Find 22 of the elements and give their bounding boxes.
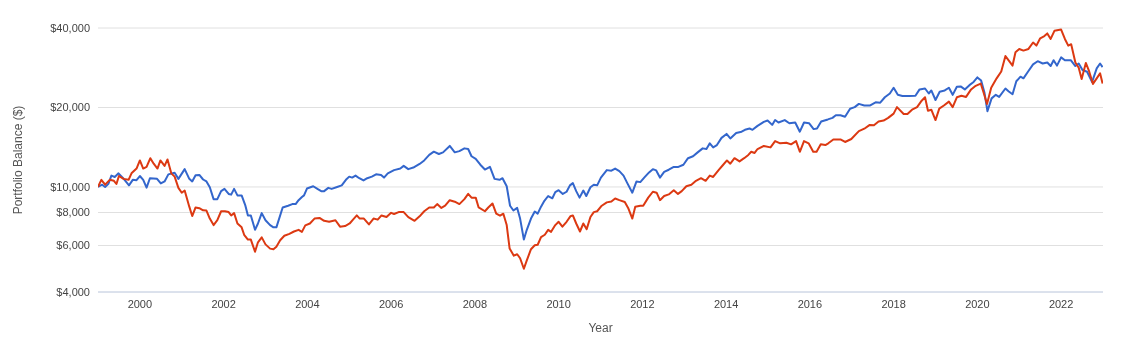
y-tick-label: $8,000	[56, 206, 90, 219]
y-tick-label: $40,000	[50, 21, 90, 34]
y-axis-title: Portfolio Balance ($)	[11, 105, 26, 215]
x-tick-label: 2018	[881, 297, 906, 310]
line-series	[98, 28, 1103, 270]
x-tick-label: 2012	[630, 297, 655, 310]
x-tick-label: 2016	[797, 297, 823, 310]
y-tick-label: $10,000	[50, 180, 90, 193]
x-tick-label: 2022	[1048, 297, 1074, 310]
y-tick-label: $4,000	[56, 285, 90, 298]
x-tick-label: 2004	[295, 297, 320, 310]
x-tick-label: 2002	[211, 297, 236, 310]
x-tick-label: 2010	[546, 297, 571, 310]
x-tick-label: 2000	[127, 297, 153, 310]
x-tick-label: 2006	[378, 297, 404, 310]
x-tick-label: 2008	[462, 297, 488, 310]
line-series	[98, 56, 1103, 241]
x-tick-label: 2020	[965, 297, 990, 310]
x-axis-title: Year	[588, 321, 613, 335]
y-tick-label: $20,000	[50, 101, 90, 114]
y-tick-label: $6,000	[56, 239, 90, 252]
x-tick-label: 2014	[713, 297, 739, 310]
